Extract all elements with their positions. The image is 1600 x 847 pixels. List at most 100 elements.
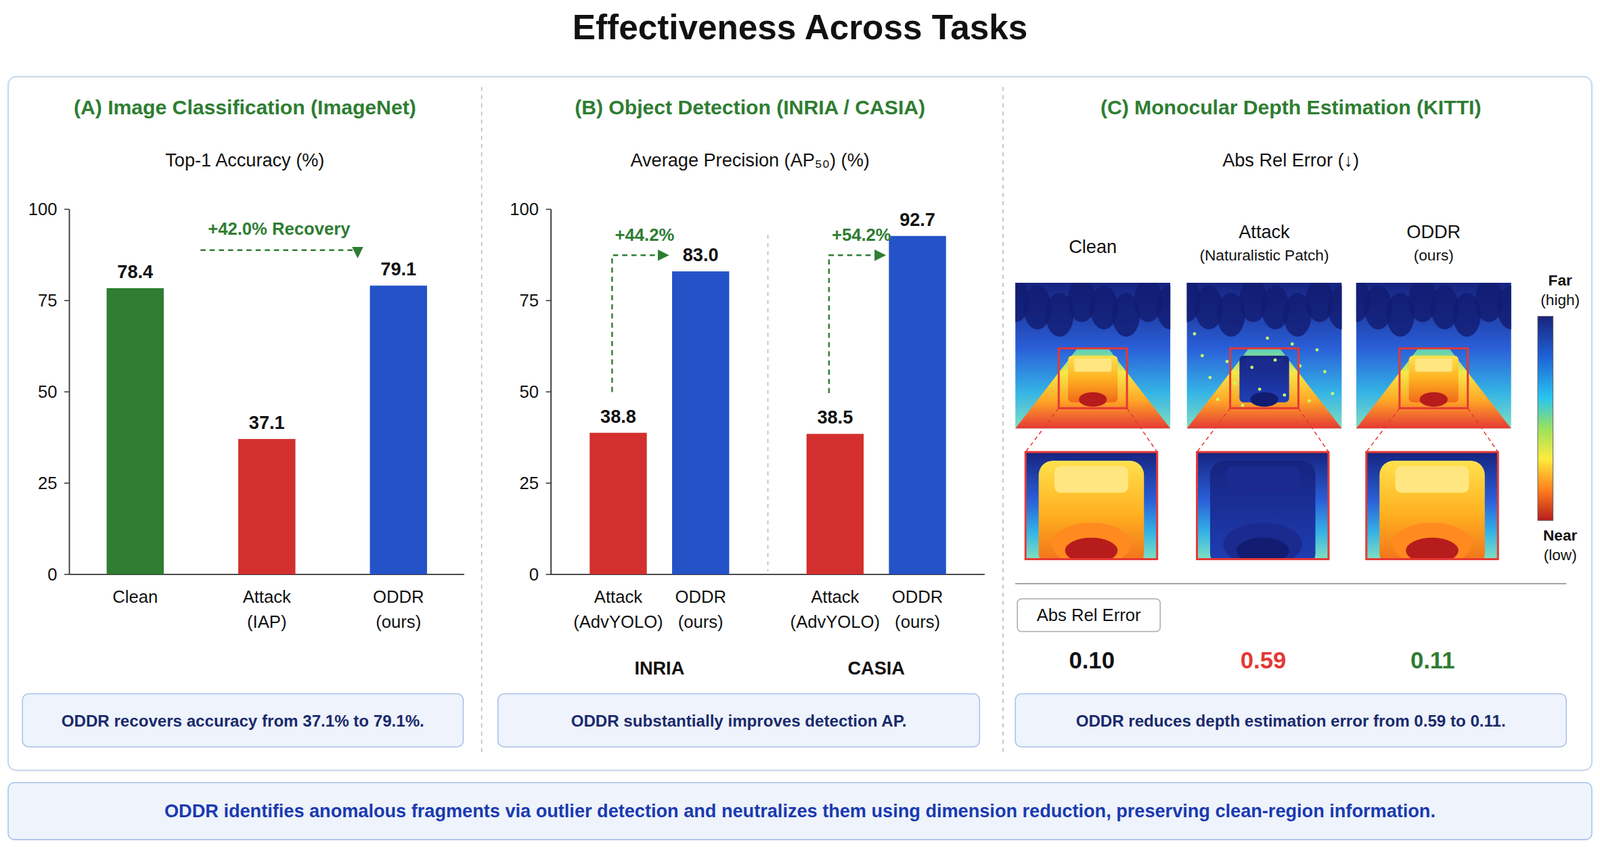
error-value: 0.10 — [1068, 647, 1115, 674]
annotation: +44.2% — [615, 225, 675, 245]
data-label: 78.4 — [117, 261, 153, 283]
y-tick-label: 100 — [509, 199, 539, 219]
zoom-frame — [1025, 452, 1157, 560]
zoom-frame — [1366, 452, 1498, 560]
y-tick — [64, 391, 70, 394]
y-tick-label: 50 — [519, 382, 540, 402]
road — [1015, 348, 1171, 430]
zoom-line — [1468, 408, 1499, 453]
patch-speckle — [1307, 399, 1311, 403]
value-title-box — [1017, 598, 1161, 632]
bars — [106, 285, 428, 575]
patch-speckle — [1315, 348, 1319, 352]
data-label: 38.5 — [816, 406, 853, 428]
caption-box — [498, 694, 981, 748]
y-tick — [64, 300, 70, 302]
category-label: ODDR(ours) — [674, 587, 726, 631]
panel: (C) Monocular Depth Estimation (KITTI)Ab… — [1001, 96, 1580, 748]
patch-speckle — [1208, 376, 1212, 380]
annotation: +54.2% — [831, 225, 892, 245]
road — [1186, 348, 1342, 430]
annotation-arrow — [611, 255, 669, 392]
car-near — [1236, 538, 1290, 560]
footer-box — [8, 783, 1592, 840]
label-line: Attack — [810, 587, 859, 607]
data-label: 92.7 — [899, 209, 936, 231]
zoom-box — [1058, 348, 1127, 409]
colorbar-label: Far(high) — [1540, 272, 1580, 309]
windshield — [1415, 358, 1453, 372]
annotation-arrow — [200, 250, 358, 258]
panel-subtitle: Average Precision (AP₅₀) (%) — [630, 149, 870, 171]
error-value: 0.59 — [1240, 647, 1286, 674]
label-line: (AdvYOLO) — [790, 612, 880, 632]
car-mid — [1051, 523, 1131, 560]
tree — [1497, 285, 1512, 330]
patch-speckle — [1323, 370, 1327, 374]
label-line: (ours) — [894, 612, 941, 632]
category-label: Attack (AdvYOLO) — [790, 587, 880, 631]
y-tick — [546, 482, 552, 484]
error-value: 0.11 — [1410, 647, 1456, 674]
separator — [1015, 583, 1567, 585]
label-line: ODDR — [674, 587, 726, 607]
depth-image — [1356, 282, 1512, 430]
group-label: INRIA — [634, 657, 685, 679]
bar — [806, 433, 864, 575]
label-line: (ours) — [375, 612, 421, 632]
patch-speckle — [1290, 342, 1295, 346]
annotation-arrow — [829, 255, 886, 394]
column-label: Attack(Naturalistic Patch) — [1199, 221, 1329, 264]
bar — [589, 433, 647, 575]
colorbar — [1537, 316, 1554, 522]
panel-divider — [481, 86, 483, 756]
label-line: (AdvYOLO) — [573, 612, 663, 632]
patch-speckle — [1273, 358, 1278, 363]
y-tick — [64, 209, 70, 211]
patch-speckle — [1200, 353, 1205, 358]
label-line: Far — [1548, 272, 1573, 290]
data-label: 83.0 — [682, 244, 719, 266]
car — [1379, 460, 1485, 560]
car-near — [1078, 392, 1107, 408]
windshield — [1054, 466, 1129, 494]
depth-image — [1025, 452, 1157, 560]
patch-speckle — [1258, 387, 1262, 392]
y-tick-label: 75 — [519, 291, 540, 310]
y-tick-label: 25 — [519, 473, 540, 493]
bar — [888, 236, 946, 575]
y-tick-label: 0 — [47, 565, 57, 585]
panel: (A) Image Classification (ImageNet)Top-1… — [22, 96, 465, 748]
patch-speckle — [1265, 336, 1270, 340]
panel-title: (B) Object Detection (INRIA / CASIA) — [574, 96, 926, 119]
footer-text: ODDR identifies anomalous fragments via … — [164, 800, 1436, 822]
y-tick — [546, 391, 552, 394]
car-near — [1405, 538, 1459, 560]
panel-subtitle: Abs Rel Error (↓) — [1222, 149, 1360, 171]
label-line: Attack — [242, 587, 292, 607]
bar — [370, 285, 428, 575]
zoom-line — [1025, 408, 1059, 453]
car-near — [1419, 392, 1448, 408]
y-tick-label: 50 — [37, 382, 58, 402]
column-label: ODDR(ours) — [1406, 221, 1461, 264]
data-label: 37.1 — [249, 412, 285, 434]
category-label: Attack(AdvYOLO) — [573, 587, 663, 631]
y-tick — [546, 573, 552, 576]
bar — [238, 439, 296, 575]
panel-frame — [8, 76, 1592, 771]
depth-image — [1196, 452, 1328, 560]
windshield — [1074, 358, 1112, 372]
depth-image — [1015, 282, 1171, 430]
value-title: Abs Rel Error — [1036, 605, 1142, 625]
y-tick — [64, 482, 70, 484]
label-line: Attack — [1238, 221, 1291, 243]
group-label: CASIA — [847, 657, 905, 679]
patch-speckle — [1225, 360, 1230, 364]
zoom-line — [1196, 408, 1230, 453]
zoom-frame — [1196, 452, 1328, 560]
group-divider — [767, 234, 769, 572]
windshield — [1225, 466, 1300, 494]
patch-speckle — [1250, 366, 1254, 370]
colorbar-label: Near(low) — [1543, 527, 1577, 564]
